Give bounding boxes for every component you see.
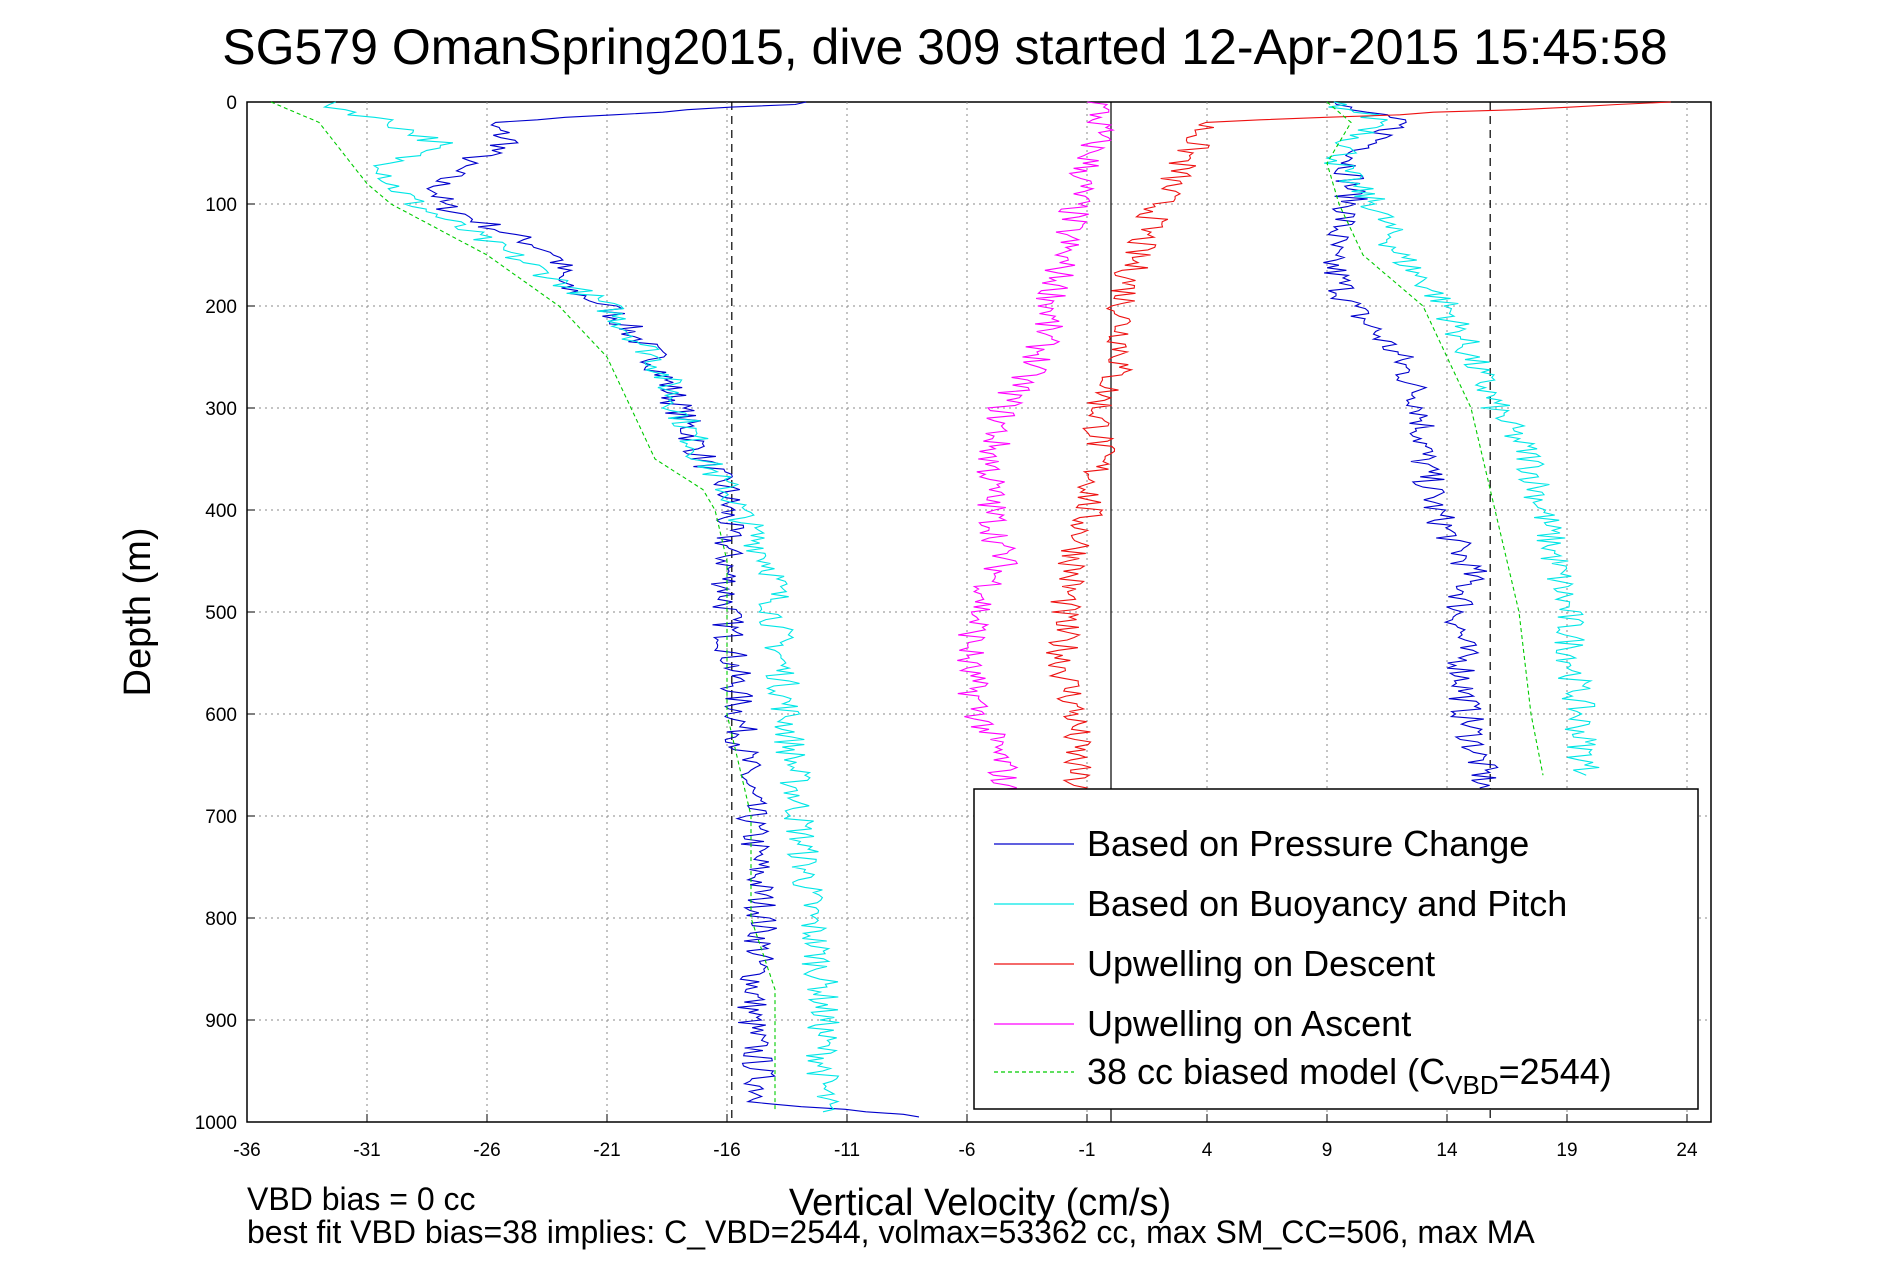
y-tick-label: 200 (205, 297, 237, 318)
y-tick-labels: 0 100 200 300 400 500 600 700 800 900 1000 (195, 93, 237, 1134)
y-tick-label: 1000 (195, 1113, 237, 1134)
y-axis-label: Depth (m) (117, 528, 159, 697)
x-tick-label: -1 (1079, 1140, 1096, 1161)
x-axis-label: Vertical Velocity (cm/s) (789, 1182, 1171, 1224)
y-tick-label: 800 (205, 909, 237, 930)
legend-label: Based on Pressure Change (1087, 823, 1529, 864)
series-line (322, 101, 840, 1113)
x-tick-label: 24 (1676, 1140, 1698, 1161)
legend-label: 38 cc biased model (CVBD=2544) (1087, 1051, 1612, 1100)
series-line (426, 101, 920, 1118)
x-tick-label: -16 (713, 1140, 740, 1161)
series-line (270, 101, 776, 1112)
series-line (1326, 101, 1544, 776)
series-line (1324, 101, 1600, 776)
chart-title: SG579 OmanSpring2015, dive 309 started 1… (222, 19, 1667, 75)
series-line (1323, 101, 1500, 817)
x-tick-label: -11 (834, 1140, 860, 1161)
x-tick-label: -31 (353, 1140, 380, 1161)
series-line (1046, 101, 1671, 817)
legend-label: Upwelling on Descent (1087, 943, 1435, 984)
y-tick-label: 400 (205, 501, 237, 522)
y-tick-label: 300 (205, 399, 237, 420)
x-tick-label: 19 (1556, 1140, 1577, 1161)
y-tick-label: 900 (205, 1011, 237, 1032)
y-tick-label: 100 (205, 195, 237, 216)
x-tick-label: -21 (593, 1140, 620, 1161)
y-tick-label: 600 (205, 705, 237, 726)
x-tick-label: -26 (473, 1140, 500, 1161)
series-lines (270, 101, 1671, 1118)
vbd-bias-note: VBD bias = 0 cc (247, 1181, 476, 1217)
x-tick-label: 9 (1322, 1140, 1333, 1161)
legend: Based on Pressure Change Based on Buoyanc… (973, 788, 1699, 1110)
series-line (957, 101, 1116, 817)
legend-label: Based on Buoyancy and Pitch (1087, 883, 1567, 924)
x-tick-label: 14 (1436, 1140, 1458, 1161)
best-fit-note: best fit VBD bias=38 implies: C_VBD=2544… (247, 1214, 1535, 1250)
x-tick-labels: -36 -31 -26 -21 -16 -11 -6 -1 4 9 14 19 24 (233, 1140, 1698, 1161)
legend-label: Upwelling on Ascent (1087, 1003, 1411, 1044)
legend-box (973, 788, 1699, 1110)
y-tick-label: 700 (205, 807, 237, 828)
x-tick-label: 4 (1202, 1140, 1213, 1161)
y-tick-label: 0 (226, 93, 237, 114)
y-tick-label: 500 (205, 603, 237, 624)
x-tick-label: -6 (959, 1140, 976, 1161)
x-tick-label: -36 (233, 1140, 260, 1161)
